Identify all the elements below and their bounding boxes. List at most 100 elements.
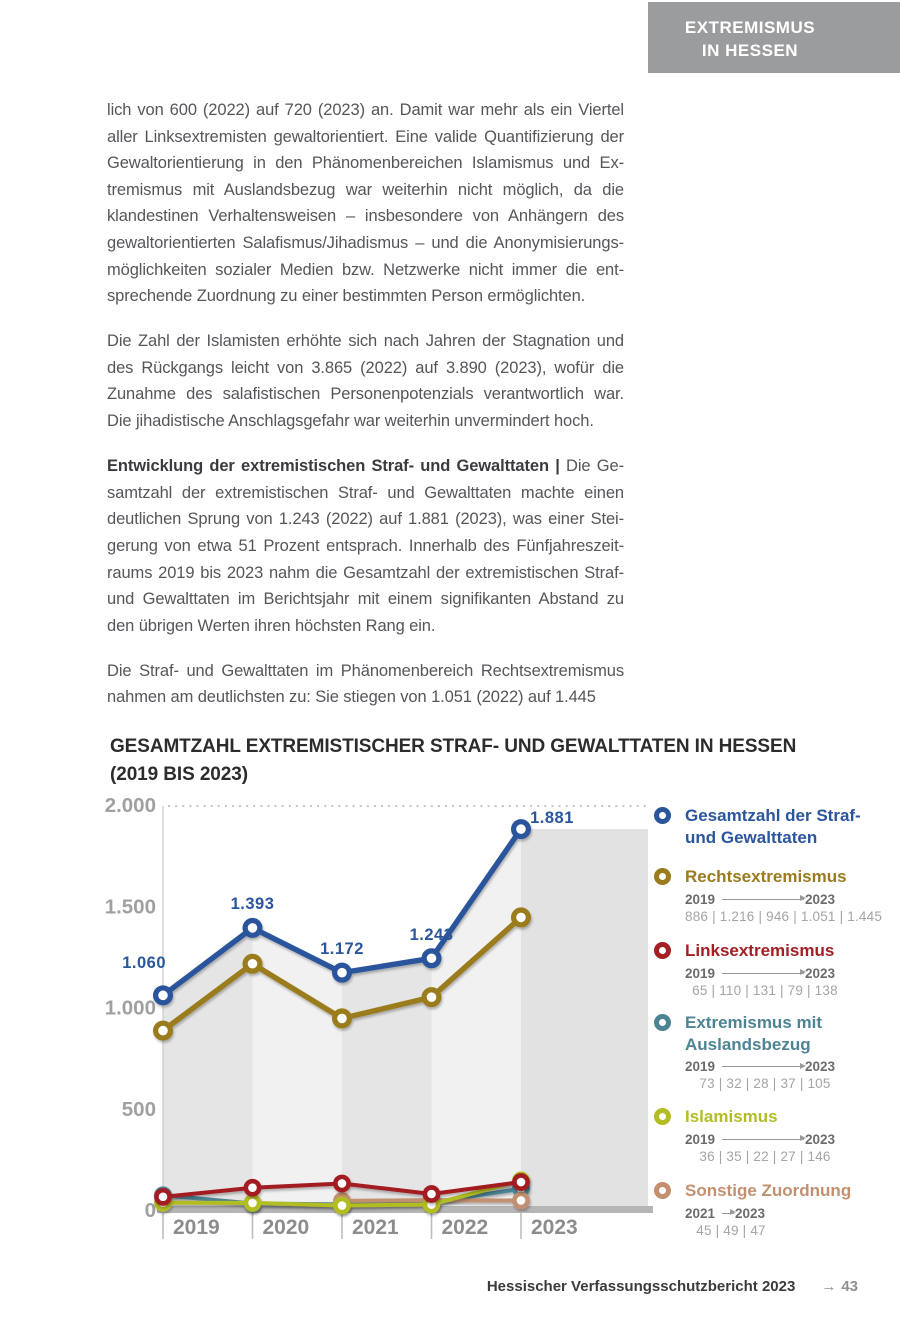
body-line: Entwicklung der extremistischen Straf- u… bbox=[107, 457, 624, 476]
legend-year-range: 2019 2023 bbox=[685, 1132, 835, 1147]
x-tick-label: 2021 bbox=[352, 1216, 399, 1239]
paragraph: lich von 600 (2022) auf 720 (2023) an. D… bbox=[107, 97, 624, 310]
legend-item: Rechtsextremismus 2019 2023 886 | 1.216 | 9… bbox=[648, 866, 883, 924]
legend-values: 886 | 1.216 | 946 | 1.051 | 1.445 bbox=[685, 908, 883, 924]
legend-range-arrow-icon bbox=[722, 895, 806, 902]
legend-item: Extremismus mit Auslandsbezug 2019 2023 73 |… bbox=[648, 1012, 845, 1091]
series-marker bbox=[510, 907, 531, 928]
data-point-label: 1.393 bbox=[231, 895, 275, 913]
legend-ring-icon bbox=[654, 942, 671, 959]
legend-values: 65 | 110 | 131 | 79 | 138 bbox=[692, 982, 838, 998]
footer-page: → 43 bbox=[821, 1278, 858, 1295]
legend-range-arrow-icon bbox=[722, 1209, 736, 1216]
range-end-year: 2023 bbox=[804, 891, 835, 907]
body-line: sprechende Zuordnung zu einer bestimmten… bbox=[107, 287, 586, 306]
body-line: Die jihadistische Anschlagsgefahr war we… bbox=[107, 412, 594, 431]
section-badge-line1: EXTREMISMUS bbox=[684, 18, 816, 37]
body-line: raums 2019 bis 2023 nahm die Gesamtzahl … bbox=[107, 563, 624, 582]
paragraph: Entwicklung der extremistischen Straf- u… bbox=[107, 453, 624, 639]
range-start-year: 2019 bbox=[685, 891, 716, 907]
legend-label: Gesamtzahl der Straf-und Gewalttaten bbox=[685, 806, 861, 847]
body-text: lich von 600 (2022) auf 720 (2023) an. D… bbox=[107, 97, 624, 729]
paragraph: Die Zahl der Islamisten erhöhte sich nac… bbox=[107, 328, 624, 434]
chart-title: GESAMTZAHL EXTREMISTISCHER STRAF- UND GE… bbox=[110, 733, 796, 788]
y-tick-label: 2.000 bbox=[105, 794, 156, 817]
legend-ring-icon bbox=[654, 1108, 671, 1125]
series-marker bbox=[512, 1191, 530, 1210]
footer-title: Hessischer Verfassungsschutzbericht 2023 bbox=[486, 1278, 796, 1295]
body-line: Gewaltorientierung in den Phänomenbereic… bbox=[107, 154, 624, 173]
x-tick-label: 2019 bbox=[173, 1216, 220, 1239]
series-marker bbox=[153, 985, 174, 1006]
chart-series-3 bbox=[154, 1173, 530, 1206]
body-line: gewaltorientierten Salafismus/Jihadismus… bbox=[107, 233, 624, 252]
series-marker bbox=[333, 1196, 351, 1215]
series-marker bbox=[332, 962, 353, 983]
page-footer: Hessischer Verfassungsschutzbericht 2023… bbox=[487, 1278, 858, 1295]
footer-arrow-icon: → bbox=[821, 1278, 837, 1295]
data-point-label: 1.243 bbox=[410, 926, 454, 944]
legend-values: 45 | 49 | 47 bbox=[696, 1222, 766, 1238]
legend-item: Linksextremismus 2019 2023 65 | 110 | 131 |… bbox=[648, 940, 845, 998]
range-end-year: 2023 bbox=[804, 1059, 835, 1074]
range-end-year: 2023 bbox=[804, 1131, 835, 1147]
chart-band bbox=[342, 958, 432, 1206]
data-point-label: 1.881 bbox=[530, 809, 574, 827]
x-tick-label: 2023 bbox=[531, 1216, 578, 1239]
body-line: den übrigen Werten ihren höchsten Rang e… bbox=[107, 616, 436, 635]
series-marker bbox=[422, 1185, 441, 1203]
legend-year-range: 2019 2023 bbox=[685, 892, 835, 907]
paragraph: Die Straf- und Gewalttaten im Phänomenbe… bbox=[107, 658, 624, 711]
legend-item: Sonstige Zuordnung 2021 2023 45 | 49 | 47 bbox=[648, 1180, 851, 1238]
chart-title-line2: (2019 BIS 2023) bbox=[110, 763, 248, 785]
series-marker bbox=[153, 1020, 174, 1041]
series-marker bbox=[243, 1178, 262, 1197]
line-chart: 2019 2020 2021 2022 2023 2.000 1.500 1.000 500 0 1… bbox=[105, 794, 653, 1239]
chart-band bbox=[252, 927, 342, 1206]
range-end-year: 2023 bbox=[804, 965, 835, 981]
legend-year-range: 2021 2023 bbox=[685, 1206, 765, 1221]
series-marker bbox=[333, 1174, 351, 1193]
chart-band bbox=[431, 829, 521, 1206]
section-badge: EXTREMISMUS IN HESSEN bbox=[648, 2, 900, 73]
range-start-year: 2019 bbox=[685, 1059, 716, 1074]
body-line: klandestinen Verhaltensweisen – insbeson… bbox=[107, 207, 624, 226]
range-start-year: 2019 bbox=[685, 965, 716, 981]
y-tick-label: 500 bbox=[122, 1098, 156, 1121]
series-marker bbox=[242, 953, 263, 974]
chart-series-2 bbox=[153, 907, 531, 1041]
range-start-year: 2019 bbox=[685, 1131, 716, 1147]
body-line: samtzahl der extremistischen Straf- und … bbox=[107, 483, 624, 502]
legend-ring-icon bbox=[654, 1014, 671, 1031]
x-tick-label: 2020 bbox=[263, 1216, 310, 1239]
x-tick-label: 2022 bbox=[442, 1216, 489, 1239]
legend-year-range: 2019 2023 bbox=[685, 966, 835, 981]
legend-range-arrow-icon bbox=[722, 1062, 806, 1069]
body-line: Die Zahl der Islamisten erhöhte sich nac… bbox=[107, 332, 624, 351]
legend-label: Rechtsextremismus bbox=[685, 867, 847, 886]
series-marker bbox=[243, 1194, 262, 1212]
legend-label: Linksextremismus bbox=[685, 941, 835, 960]
y-tick-label: 1.500 bbox=[105, 895, 156, 918]
body-line: des Rückgangs leicht von 3.865 (2022) au… bbox=[107, 358, 624, 377]
y-tick-label: 1.000 bbox=[105, 997, 156, 1020]
legend-label: Extremismus mit Auslandsbezug bbox=[685, 1013, 822, 1054]
legend-ring-icon bbox=[654, 868, 671, 885]
body-line: und Gewalttaten im Berichtsjahr mit eine… bbox=[107, 590, 624, 609]
chart-title-line1: GESAMTZAHL EXTREMISTISCHER STRAF- UND GE… bbox=[110, 736, 797, 757]
section-badge-line2: IN HESSEN bbox=[701, 41, 799, 60]
legend-item: Gesamtzahl der Straf-und Gewalttaten bbox=[648, 805, 861, 848]
y-tick-label: 0 bbox=[145, 1199, 156, 1222]
data-point-label: 1.060 bbox=[122, 954, 166, 972]
body-line: aller Linksextremisten gewaltorientiert.… bbox=[107, 127, 624, 146]
legend-ring-icon bbox=[654, 807, 671, 824]
body-line: Zunahme des salafistischen Personenpoten… bbox=[107, 385, 624, 404]
series-marker bbox=[510, 819, 531, 840]
body-line: Die Straf- und Gewalttaten im Phänomenbe… bbox=[107, 661, 624, 680]
legend-year-range: 2019 2023 bbox=[685, 1059, 835, 1074]
body-line: gerung von etwa 51 Prozent entsprach. In… bbox=[107, 536, 624, 555]
legend-item: Islamismus 2019 2023 36 | 35 | 22 | 27 | 14… bbox=[648, 1106, 845, 1164]
chart-band bbox=[163, 927, 253, 1206]
legend-values: 73 | 32 | 28 | 37 | 105 bbox=[699, 1076, 831, 1091]
